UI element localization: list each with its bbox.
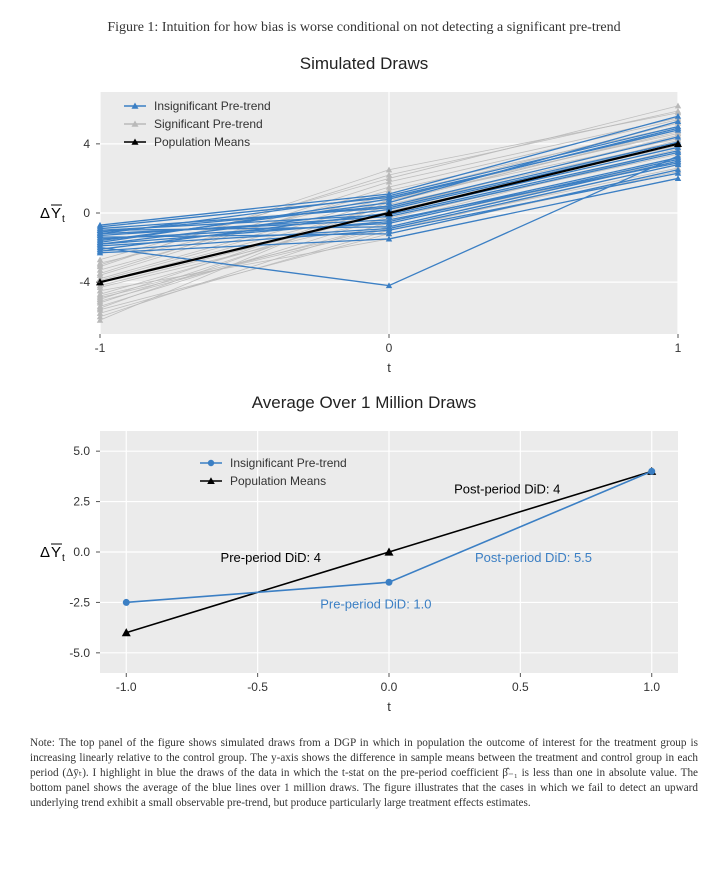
svg-text:-2.5: -2.5 — [69, 595, 90, 609]
svg-text:-5.0: -5.0 — [69, 646, 90, 660]
svg-text:0: 0 — [83, 206, 90, 220]
figure-caption: Note: The top panel of the figure shows … — [30, 736, 698, 812]
svg-text:Post-period DiD: 4: Post-period DiD: 4 — [454, 482, 560, 497]
svg-text:-4: -4 — [79, 275, 90, 289]
svg-text:2.5: 2.5 — [73, 495, 90, 509]
svg-text:Pre-period DiD: 1.0: Pre-period DiD: 1.0 — [320, 596, 431, 611]
svg-text:Δ: Δ — [40, 544, 50, 561]
svg-text:Insignificant Pre-trend: Insignificant Pre-trend — [230, 456, 347, 470]
chart1-title: Simulated Draws — [30, 54, 698, 74]
svg-text:1.0: 1.0 — [643, 680, 660, 694]
chart1-block: Simulated Draws -4 0 4 -1 0 1 t ΔYt Insignifican… — [30, 54, 698, 383]
chart2-block: Average Over 1 Million Draws Pre-period … — [30, 393, 698, 722]
svg-text:Post-period DiD: 5.5: Post-period DiD: 5.5 — [475, 550, 592, 565]
svg-text:Population Means: Population Means — [230, 474, 326, 488]
svg-text:1: 1 — [675, 341, 682, 355]
svg-text:Significant Pre-trend: Significant Pre-trend — [154, 117, 263, 131]
svg-text:t: t — [62, 553, 65, 564]
svg-text:4: 4 — [83, 137, 90, 151]
svg-text:-1: -1 — [95, 341, 106, 355]
svg-text:-0.5: -0.5 — [247, 680, 268, 694]
chart1-svg: -4 0 4 -1 0 1 t ΔYt Insignificant Pre-trend Signi… — [30, 78, 698, 378]
svg-text:Pre-period DiD: 4: Pre-period DiD: 4 — [221, 550, 321, 565]
chart2-title: Average Over 1 Million Draws — [30, 393, 698, 413]
svg-text:t: t — [387, 360, 391, 375]
svg-text:-1.0: -1.0 — [116, 680, 137, 694]
chart1-legend: Insignificant Pre-trend Significant Pre-t… — [114, 96, 290, 154]
svg-text:0: 0 — [386, 341, 393, 355]
chart2-svg: Pre-period DiD: 4 Pre-period DiD: 1.0 Post… — [30, 417, 698, 717]
svg-text:0.0: 0.0 — [73, 545, 90, 559]
svg-text:0.0: 0.0 — [381, 680, 398, 694]
svg-text:t: t — [387, 699, 391, 714]
svg-text:Population Means: Population Means — [154, 135, 250, 149]
svg-text:0.5: 0.5 — [512, 680, 529, 694]
svg-text:Y: Y — [51, 544, 61, 561]
svg-text:Insignificant Pre-trend: Insignificant Pre-trend — [154, 99, 271, 113]
svg-text:5.0: 5.0 — [73, 444, 90, 458]
svg-text:Δ: Δ — [40, 205, 50, 222]
svg-text:t: t — [62, 214, 65, 225]
svg-text:Y: Y — [51, 205, 61, 222]
figure-title: Figure 1: Intuition for how bias is wors… — [30, 20, 698, 36]
